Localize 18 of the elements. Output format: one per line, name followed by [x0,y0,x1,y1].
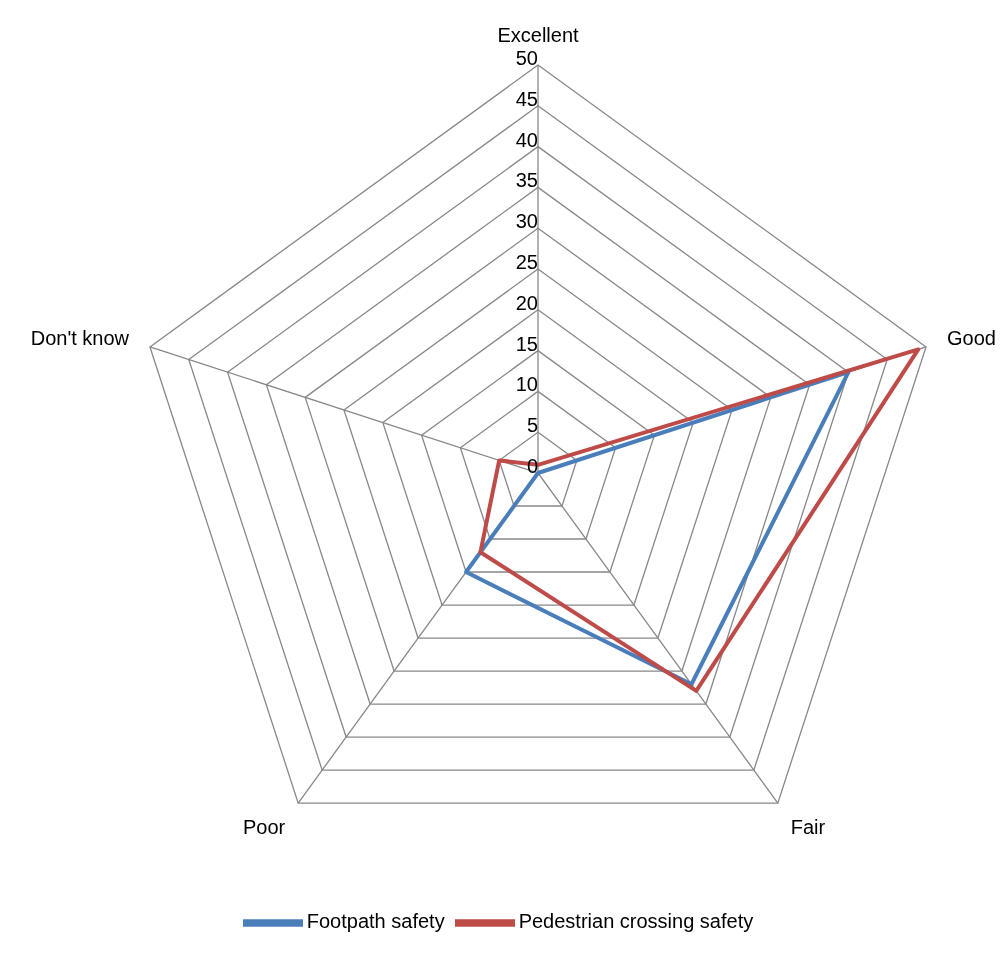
y-tick-label: 40 [515,128,538,151]
spoke-label: Fair [790,816,826,839]
legend-label: Pedestrian crossing safety [518,910,754,933]
y-tick-label: 50 [515,47,538,69]
y-tick-label: 20 [515,291,538,314]
y-tick-label: 5 [526,414,538,437]
legend-label: Footpath safety [306,910,445,933]
y-tick-label: 35 [515,169,538,192]
spoke-label: Good [946,326,996,349]
spoke-label: Don't know [30,326,130,349]
y-tick-label: 30 [515,210,538,233]
y-tick-label: 45 [515,87,538,110]
y-tick-label: 15 [515,332,538,355]
spoke-label: Excellent [497,24,580,46]
y-tick-label: 25 [515,251,538,273]
spoke-label: Poor [243,816,286,839]
y-tick-label: 0 [526,455,538,477]
y-tick-label: 10 [515,373,538,396]
